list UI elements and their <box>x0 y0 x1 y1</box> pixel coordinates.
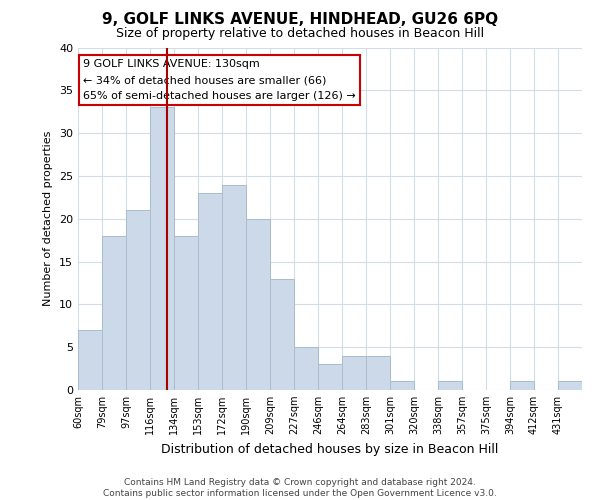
Bar <box>198 193 222 390</box>
Bar <box>270 278 294 390</box>
Bar <box>366 356 390 390</box>
Bar <box>246 219 270 390</box>
Bar <box>78 330 102 390</box>
Bar <box>390 382 414 390</box>
Text: Contains HM Land Registry data © Crown copyright and database right 2024.
Contai: Contains HM Land Registry data © Crown c… <box>103 478 497 498</box>
Bar <box>150 108 174 390</box>
Y-axis label: Number of detached properties: Number of detached properties <box>43 131 53 306</box>
Bar <box>318 364 342 390</box>
Bar <box>294 347 318 390</box>
Bar <box>174 236 198 390</box>
Bar <box>222 184 246 390</box>
Bar <box>342 356 366 390</box>
X-axis label: Distribution of detached houses by size in Beacon Hill: Distribution of detached houses by size … <box>161 442 499 456</box>
Bar <box>438 382 462 390</box>
Bar <box>510 382 534 390</box>
Text: 9, GOLF LINKS AVENUE, HINDHEAD, GU26 6PQ: 9, GOLF LINKS AVENUE, HINDHEAD, GU26 6PQ <box>102 12 498 28</box>
Bar <box>126 210 150 390</box>
Bar <box>558 382 582 390</box>
Text: 9 GOLF LINKS AVENUE: 130sqm
← 34% of detached houses are smaller (66)
65% of sem: 9 GOLF LINKS AVENUE: 130sqm ← 34% of det… <box>83 60 356 100</box>
Text: Size of property relative to detached houses in Beacon Hill: Size of property relative to detached ho… <box>116 28 484 40</box>
Bar <box>102 236 126 390</box>
